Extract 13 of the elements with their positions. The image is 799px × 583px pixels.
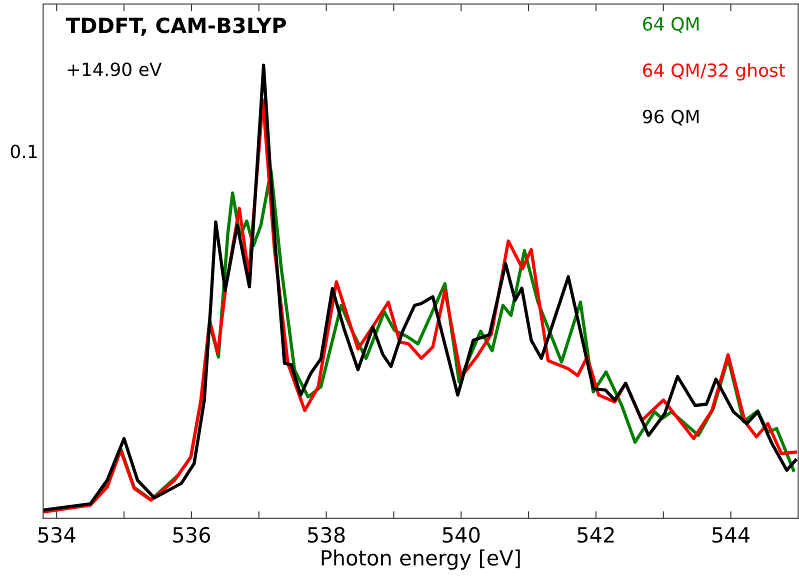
annotation: +14.90 eV — [68, 62, 162, 76]
x-tick-label: 542 — [578, 526, 614, 543]
text: 0.1 — [10, 144, 37, 158]
text: 64 QM — [643, 17, 699, 33]
x-tick-label: 534 — [38, 526, 76, 543]
chart-title: TDDFT, CAM-B3LYP — [66, 18, 286, 36]
x-tick-label: 544 — [712, 527, 750, 543]
x-tick-label: 538 — [308, 526, 345, 543]
text: 96 QM — [642, 110, 699, 126]
text: 64 QM/32 ghost — [643, 63, 786, 81]
x-tick-label: 540 — [442, 526, 480, 543]
x-axis-title: Photon energy [eV] — [322, 550, 520, 570]
x-tick-label: 536 — [173, 526, 210, 543]
